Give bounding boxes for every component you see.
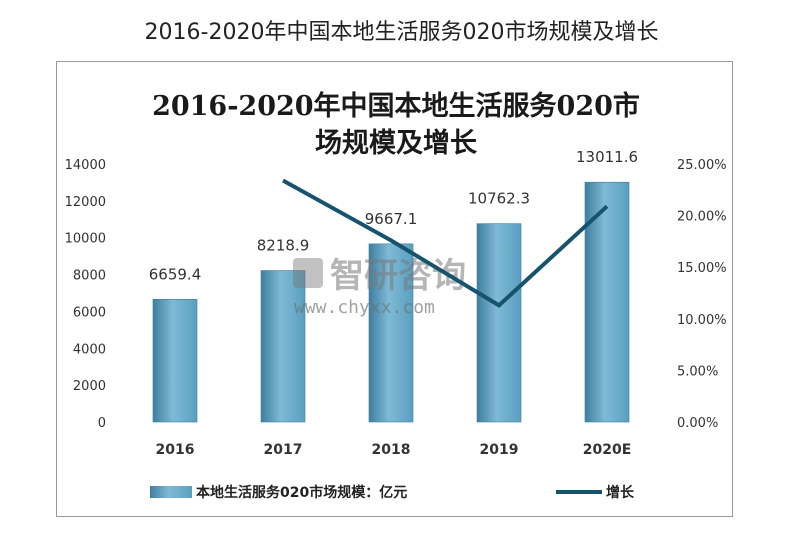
x-tick-label-2018: 2018: [372, 442, 411, 458]
y-left-tick-label: 4000: [73, 342, 106, 357]
y-right-tick-label: 15.00%: [677, 261, 727, 276]
y-right-tick-label: 0.00%: [677, 416, 718, 431]
legend-swatch-bar: [150, 486, 192, 498]
growth-line: [282, 178, 609, 308]
y-left-tick-label: 0: [98, 416, 106, 431]
legend-label-line: 增长: [606, 484, 635, 501]
y-left-tick-label: 14000: [65, 158, 106, 173]
y-right-tick-label: 25.00%: [677, 158, 727, 173]
y-right-tick-label: 5.00%: [677, 364, 718, 379]
bar-2019: [476, 223, 522, 423]
y-left-tick-label: 12000: [65, 195, 106, 210]
line-group: [282, 178, 609, 308]
y-left-tick-label: 8000: [73, 269, 106, 284]
axes-group: 2016 2017 2018 2019 2020E 0 2000 4000 6000 8000 10…: [65, 158, 727, 458]
x-tick-label-2019: 2019: [480, 442, 519, 458]
bar-2016: [152, 298, 198, 423]
watermark-logo-icon: [293, 258, 323, 288]
watermark: 智研咨询 www.chyxx.com: [293, 256, 466, 318]
watermark-brand: 智研咨询: [330, 256, 466, 296]
bar-2018: [368, 243, 414, 423]
y-left-tick-label: 6000: [73, 305, 106, 320]
data-label-2017: 8218.9: [257, 237, 310, 255]
data-label-2020E: 13011.6: [576, 148, 638, 166]
y-right-tick-label: 10.00%: [677, 313, 727, 328]
y-left-tick-label: 2000: [73, 379, 106, 394]
x-tick-label-2016: 2016: [156, 442, 195, 458]
y-right-tick-label: 20.00%: [677, 210, 727, 225]
y-left-tick-label: 10000: [65, 232, 106, 247]
data-label-2018: 9667.1: [365, 210, 418, 228]
chart-title-line-2: 场规模及增长: [315, 127, 478, 159]
legend: 本地生活服务020市场规模：亿元 增长: [150, 484, 635, 501]
data-label-2016: 6659.4: [149, 265, 202, 283]
page-title: 2016-2020年中国本地生活服务020市场规模及增长: [144, 20, 659, 45]
data-label-2019: 10762.3: [468, 190, 530, 208]
x-tick-label-2020E: 2020E: [583, 442, 632, 458]
bars-group: 6659.4 8218.9 9667.1 10762.3 13011.6: [149, 148, 638, 423]
bar-2017: [260, 270, 306, 423]
chart-title-line-1: 2016-2020年中国本地生活服务020市: [152, 90, 640, 122]
watermark-url: www.chyxx.com: [294, 297, 435, 318]
x-tick-label-2017: 2017: [264, 442, 303, 458]
legend-label-bar: 本地生活服务020市场规模：亿元: [196, 484, 407, 501]
